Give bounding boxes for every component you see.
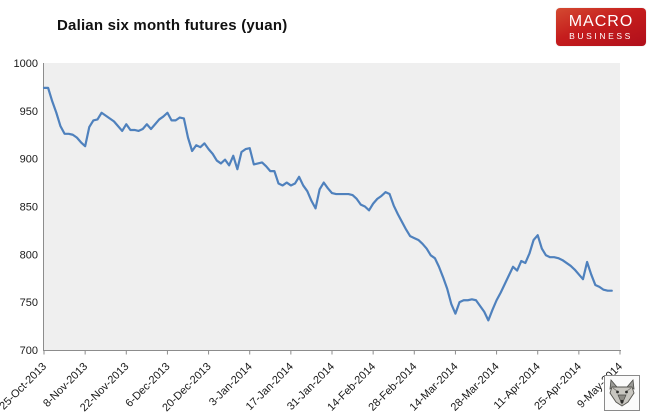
macrobusiness-logo: MACRO BUSINESS: [556, 8, 646, 46]
page-title: Dalian six month futures (yuan): [57, 17, 288, 34]
logo-text-macro: MACRO: [568, 12, 634, 30]
y-tick-label: 950: [20, 106, 38, 118]
wolf-icon: [609, 379, 635, 407]
y-tick-label: 800: [20, 249, 38, 261]
price-series-line: [42, 86, 613, 322]
x-tick-label: 25-Oct-2013: [0, 361, 49, 413]
y-tick-label: 750: [20, 297, 38, 309]
y-tick-label: 700: [20, 345, 38, 357]
wolf-emblem-frame: [604, 375, 640, 411]
y-tick-label: 850: [20, 202, 38, 214]
y-tick-label: 900: [20, 154, 38, 166]
logo-text-business: BUSINESS: [569, 30, 633, 41]
plot-area: [44, 63, 620, 350]
y-tick-label: 1000: [14, 58, 38, 70]
